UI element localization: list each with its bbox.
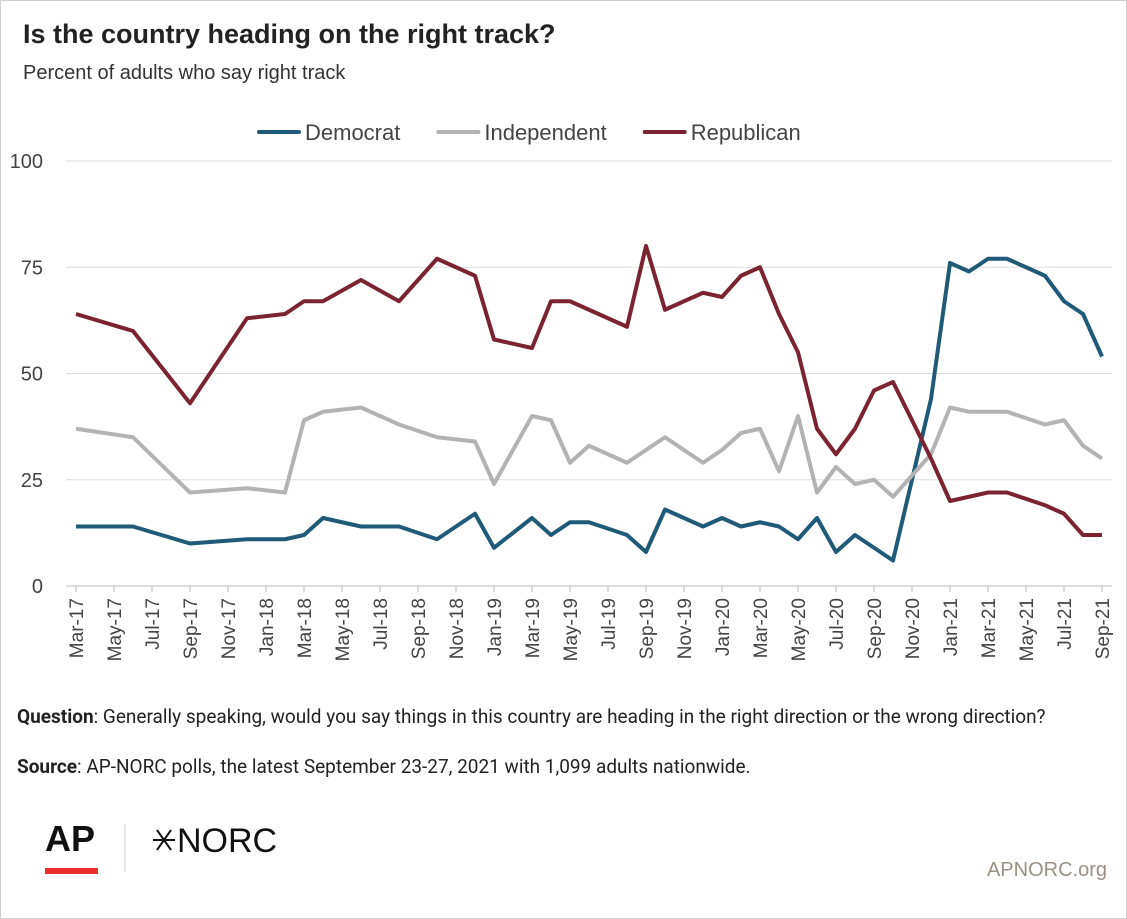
x-tick-label: Mar-21 [979,598,1000,658]
logos: AP NORC APNORC.org [45,818,1107,881]
logo-norc: NORC [177,822,277,860]
question-label: Question [17,705,94,728]
x-tick-label: Nov-19 [675,598,696,659]
question: Question: Generally speaking, would you … [17,704,1107,729]
x-tick-label: Sep-21 [1093,598,1114,659]
x-tick-label: Jan-21 [941,598,962,656]
x-tick-label: Nov-20 [903,598,924,659]
x-tick-label: Sep-19 [637,598,658,659]
source-label: Source [17,755,78,778]
x-tick-label: Jan-20 [713,598,734,656]
logo-ap-bar [45,868,98,874]
y-tick-label: 100 [10,151,43,173]
x-tick-label: Mar-19 [523,598,544,658]
x-tick-label: Jul-19 [599,598,620,650]
logo-ap: AP [45,818,95,859]
series-line [75,244,1102,537]
logo-norc-star [153,829,175,851]
x-tick-label: Sep-18 [409,598,430,659]
site-url: APNORC.org [987,859,1107,881]
x-tick-label: Jul-18 [371,598,392,650]
x-tick-label: Nov-17 [219,598,240,659]
source: Source: AP-NORC polls, the latest Septem… [17,754,1107,779]
x-tick-label: May-19 [561,598,582,661]
x-tick-label: Sep-20 [865,598,886,659]
y-tick-label: 50 [21,364,43,386]
x-tick-label: Mar-18 [295,598,316,658]
x-tick-label: Mar-17 [67,598,88,658]
x-tick-label: May-18 [333,598,354,661]
y-tick-label: 0 [32,576,43,598]
question-text: : Generally speaking, would you say thin… [93,705,1046,728]
x-tick-label: Sep-17 [181,598,202,659]
chart-subtitle: Percent of adults who say right track [23,62,346,84]
chart: Is the country heading on the right trac… [10,19,1114,661]
x-tick-label: Nov-18 [447,598,468,659]
x-tick-label: Jul-17 [143,598,164,650]
x-tick-label: Jul-20 [827,598,848,650]
x-tick-label: Jul-21 [1055,598,1076,650]
chart-title: Is the country heading on the right trac… [23,19,556,49]
source-text: : AP-NORC polls, the latest September 23… [77,755,751,778]
y-tick-label: 75 [21,257,43,279]
legend-label: Democrat [305,120,400,145]
legend-label: Independent [484,120,606,145]
x-tick-label: Jan-18 [257,598,278,656]
x-tick-label: May-20 [789,598,810,661]
series-line [75,405,1104,499]
legend-label: Republican [691,120,801,145]
x-tick-label: May-21 [1017,598,1038,661]
x-tick-label: Jan-19 [485,598,506,656]
series-line [76,256,1104,563]
x-tick-label: Mar-20 [751,598,772,658]
y-tick-label: 25 [21,470,43,492]
x-tick-label: May-17 [105,598,126,661]
